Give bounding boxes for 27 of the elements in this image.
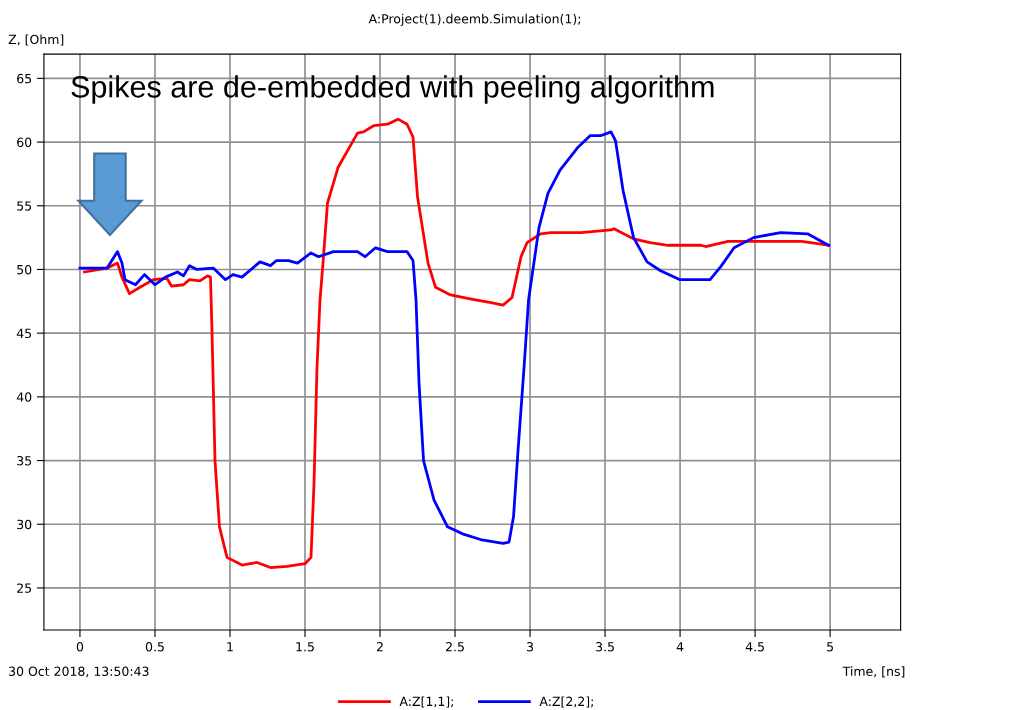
legend-label: A:Z[1,1]; (399, 696, 453, 708)
chart-title: A:Project(1).deemb.Simulation(1); (368, 13, 580, 26)
x-tick-label: 3 (527, 642, 534, 652)
text: 30 Oct 2018, 13:50:43 (9, 666, 149, 678)
legend-label: A:Z[2,2]; (539, 696, 593, 708)
y-axis-title: Z, [Ohm] (8, 34, 64, 46)
x-axis-title: Time, [ns] (842, 666, 905, 678)
y-tick-label: 30 (17, 519, 32, 530)
x-tick-label: 2.5 (446, 642, 464, 652)
y-tick-label: 40 (16, 392, 32, 402)
x-tick-label: 4 (676, 642, 684, 652)
y-tick-label: 25 (17, 583, 32, 593)
x-tick-label: 1 (227, 642, 233, 652)
y-tick-label: 60 (17, 137, 32, 147)
y-tick-label: 50 (17, 264, 32, 275)
y-tick-label: 45 (16, 328, 32, 339)
x-tick-label: 2 (376, 642, 383, 652)
x-tick-label: 4.5 (745, 642, 764, 652)
x-tick-label: 5 (827, 642, 833, 652)
y-tick-label: 65 (17, 73, 32, 84)
x-tick-label: 3.5 (596, 642, 614, 652)
y-tick-label: 35 (17, 456, 32, 466)
x-tick-label: 0 (76, 642, 84, 652)
y-tick-label: 55 (17, 201, 32, 211)
x-tick-label: 1.5 (296, 642, 314, 652)
annotation: Spikes are de-embedded with peeling algorithm (71, 75, 714, 104)
x-tick-label: 0.5 (145, 642, 164, 652)
